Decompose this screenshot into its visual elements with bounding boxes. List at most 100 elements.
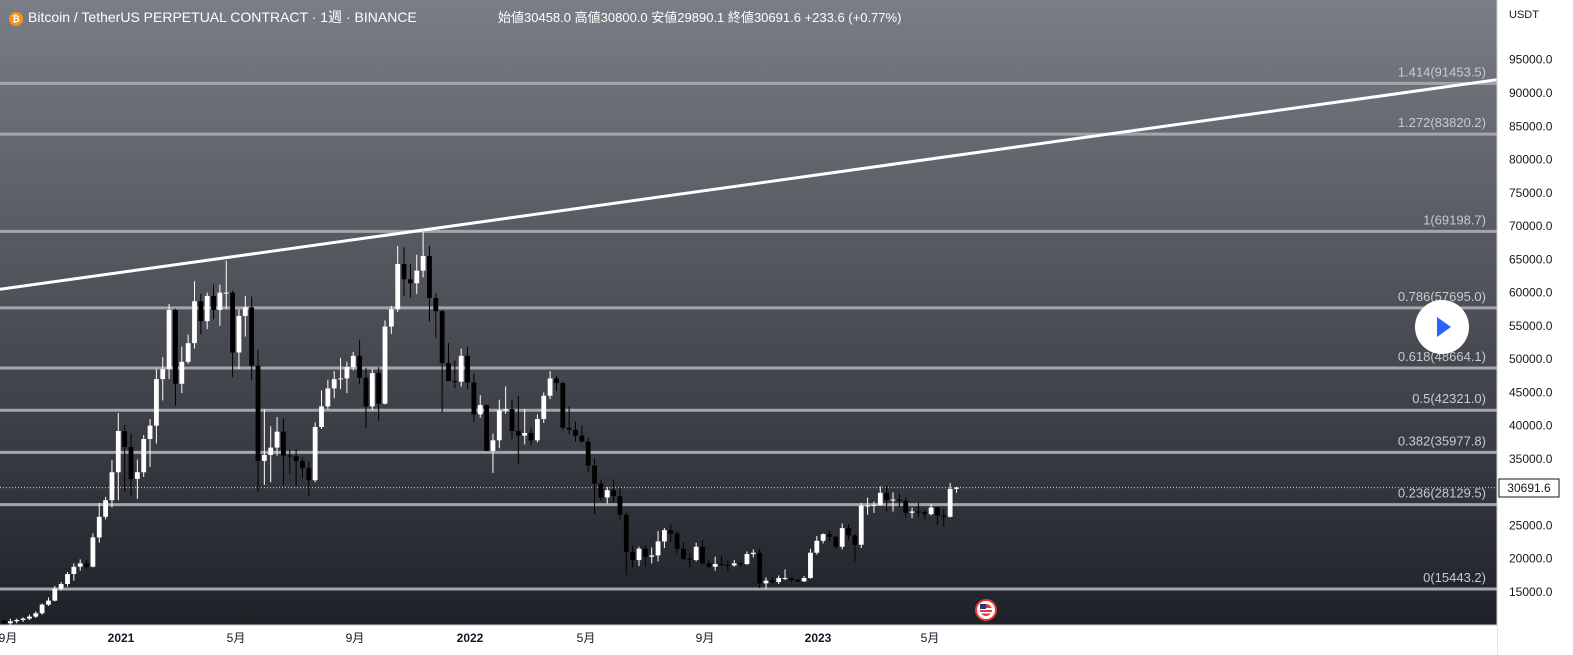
candle [427, 246, 432, 322]
candle-body [204, 295, 210, 322]
candle [198, 293, 204, 335]
candle [293, 448, 299, 486]
candle [477, 395, 483, 418]
candle-body [642, 548, 648, 557]
candle-body [598, 483, 604, 498]
candle-body [84, 563, 89, 567]
candle [947, 482, 953, 518]
candle [693, 542, 699, 562]
price-tick-label: 15000.0 [1509, 585, 1553, 599]
candle-body [369, 373, 375, 407]
candle [401, 247, 407, 296]
play-button[interactable] [1415, 300, 1469, 354]
candle-body [173, 309, 178, 384]
candle-body [331, 379, 337, 389]
fib-retracement-layer[interactable]: 1.414(91453.5) 1.272(83820.2) 1(69198.7) 0.… [0, 64, 1497, 591]
candle [109, 460, 115, 508]
candle-body [293, 456, 299, 461]
bitcoin-logo-glyph: ₿ [12, 14, 19, 24]
candle [350, 351, 356, 371]
candle [623, 512, 629, 575]
candle-body [662, 530, 667, 542]
candle [33, 611, 39, 618]
candle [71, 563, 77, 581]
candle [528, 427, 534, 445]
candle-body [388, 309, 394, 327]
candle-body [71, 566, 77, 575]
candle [820, 533, 826, 544]
play-icon [1437, 317, 1451, 337]
candle [922, 510, 928, 520]
candle-body [846, 528, 851, 536]
candle-body [916, 511, 921, 513]
candle-body [782, 578, 788, 580]
candle [134, 459, 140, 499]
candle-body [103, 500, 108, 517]
candle [604, 486, 610, 504]
time-axis-panel[interactable] [0, 625, 1497, 655]
price-axis-panel[interactable] [1497, 0, 1573, 655]
legend-header[interactable]: ₿ Bitcoin / TetherUS PERPETUAL CONTRACT … [9, 9, 901, 26]
candle [750, 549, 756, 558]
price-tick-label: 25000.0 [1509, 518, 1553, 532]
candle [141, 434, 147, 477]
candle [585, 437, 591, 473]
candle-body [681, 548, 686, 559]
candle-body [217, 292, 223, 310]
candle [782, 569, 788, 581]
candles-layer [1, 232, 959, 625]
candle [839, 523, 845, 550]
candle [154, 369, 159, 444]
candle [281, 418, 286, 486]
candle-body [382, 326, 388, 404]
candle [827, 530, 832, 541]
candle [465, 347, 470, 390]
trendline-layer[interactable] [0, 78, 1498, 291]
candle-body [827, 534, 832, 537]
last-price-label: 30691.6 [1507, 481, 1551, 495]
candle [27, 614, 32, 620]
candle-body [592, 465, 597, 484]
candle [20, 617, 26, 622]
last-price-marker[interactable]: 30691.6 [1498, 478, 1560, 498]
candle [763, 577, 769, 589]
candle-body [96, 516, 102, 538]
candle [166, 303, 172, 380]
candle-body [357, 355, 362, 378]
candle-body [420, 256, 426, 271]
price-tick-label: 80000.0 [1509, 153, 1553, 167]
candle-body [242, 307, 248, 316]
candle-body [814, 540, 820, 553]
candle [496, 399, 502, 449]
candle-body [808, 552, 813, 579]
candle [630, 546, 636, 568]
candle-body [852, 535, 858, 545]
candle-body [649, 555, 655, 557]
candle [884, 485, 890, 512]
candle-body [795, 580, 801, 582]
candle [941, 508, 947, 527]
candle-body [39, 604, 45, 614]
time-tick-label: 9月 [0, 631, 17, 645]
candle [217, 284, 223, 326]
candle [916, 502, 921, 517]
candle-body [490, 440, 496, 451]
candle [509, 399, 515, 439]
time-axis-ticks: 9月 2021 5月 9月 2022 5月 9月 2023 5月 [0, 631, 939, 645]
candle [414, 254, 420, 294]
candle-body [325, 388, 331, 407]
price-tick-label: 70000.0 [1509, 219, 1553, 233]
candle-body [712, 564, 718, 567]
candle-body [115, 430, 121, 473]
candle [617, 488, 623, 520]
candle [433, 293, 439, 338]
candle-body [623, 514, 629, 553]
candle-body [604, 490, 610, 498]
candle-body [554, 378, 559, 384]
candle-body [909, 511, 915, 513]
price-tick-label: 60000.0 [1509, 286, 1553, 300]
candle-body [350, 355, 356, 368]
us-flag-event-icon[interactable] [975, 599, 997, 621]
